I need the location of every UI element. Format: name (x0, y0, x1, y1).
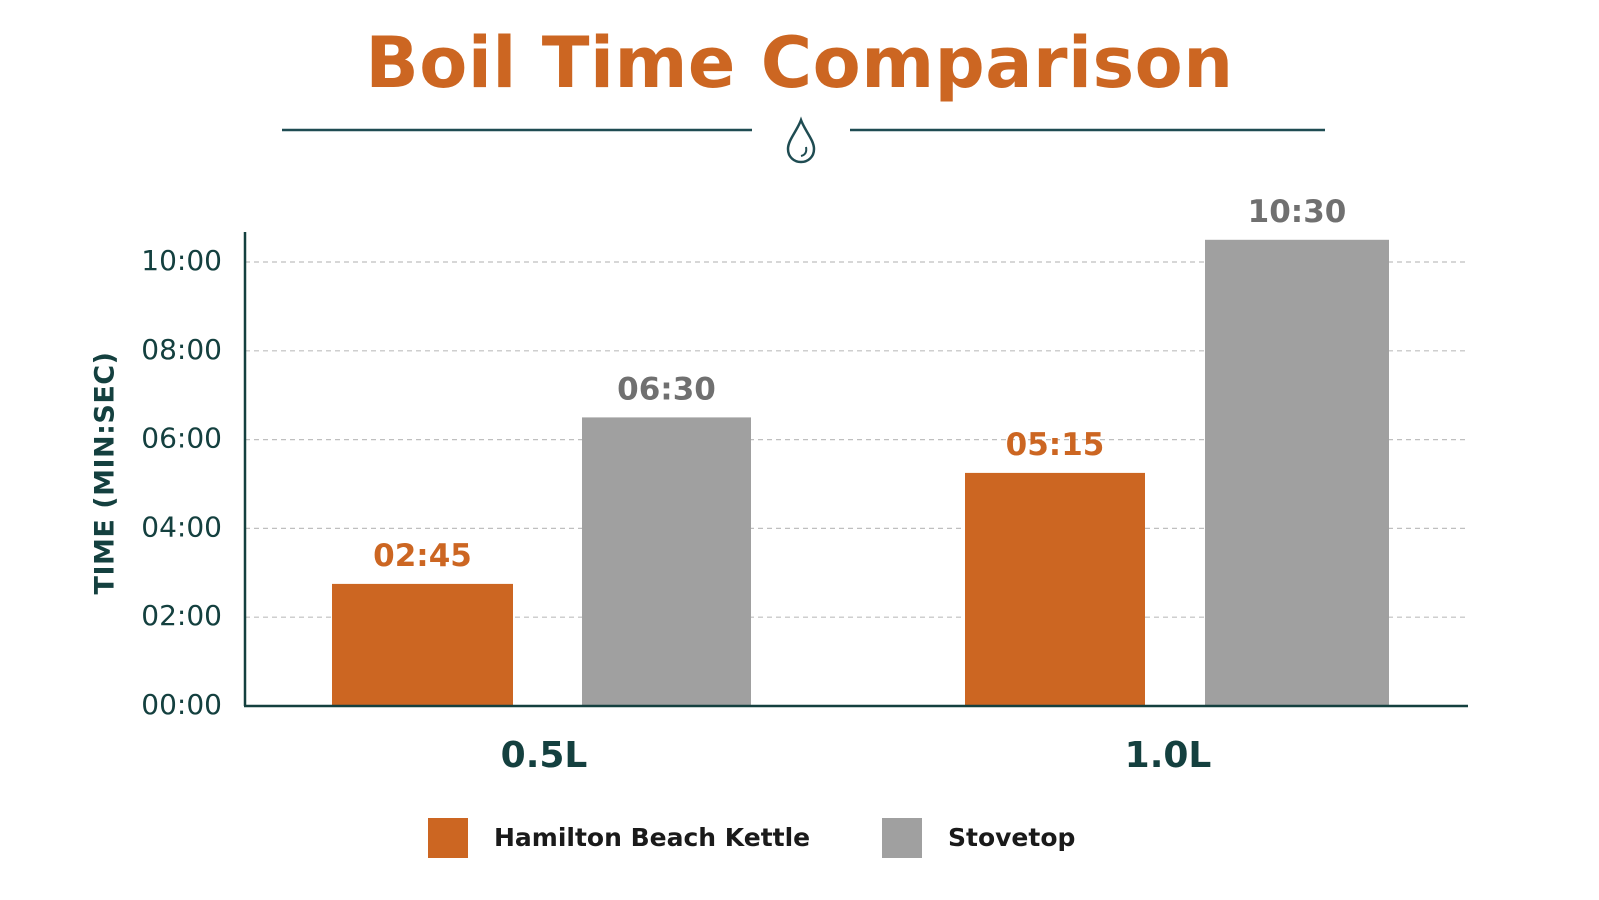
bars (332, 239, 1389, 707)
bar-stovetop-0-5L (582, 417, 751, 706)
water-drop-highlight (800, 146, 808, 157)
chart-title: Boil Time Comparison (365, 22, 1234, 104)
y-tick-label: 04:00 (141, 510, 222, 543)
y-tick-label: 10:00 (141, 244, 222, 277)
data-labels: 02:45 06:30 05:15 10:30 (373, 194, 1346, 574)
y-tick-label: 00:00 (141, 688, 222, 721)
x-category-label: 0.5L (501, 735, 588, 776)
legend-label: Hamilton Beach Kettle (494, 823, 810, 852)
data-label: 10:30 (1248, 194, 1347, 230)
data-label: 05:15 (1006, 427, 1105, 463)
legend-label: Stovetop (948, 823, 1075, 852)
x-category-label: 1.0L (1125, 735, 1212, 776)
bar-kettle-0-5L (332, 583, 513, 706)
y-tick-label: 02:00 (141, 599, 222, 632)
y-tick-label: 06:00 (141, 422, 222, 455)
legend: Hamilton Beach Kettle Stovetop (428, 818, 1075, 858)
y-axis-title: TIME (MIN:SEC) (90, 352, 121, 595)
legend-swatch (882, 818, 922, 858)
y-tick-label: 08:00 (141, 333, 222, 366)
y-axis-ticks: 00:00 02:00 04:00 06:00 08:00 10:00 (141, 244, 222, 721)
legend-swatch (428, 818, 468, 858)
bar-kettle-1-0L (965, 472, 1145, 706)
data-label: 02:45 (373, 538, 472, 574)
bar-stovetop-1-0L (1205, 239, 1389, 707)
data-label: 06:30 (617, 371, 716, 407)
x-axis-categories: 0.5L 1.0L (501, 735, 1212, 776)
water-drop-icon (786, 116, 816, 164)
